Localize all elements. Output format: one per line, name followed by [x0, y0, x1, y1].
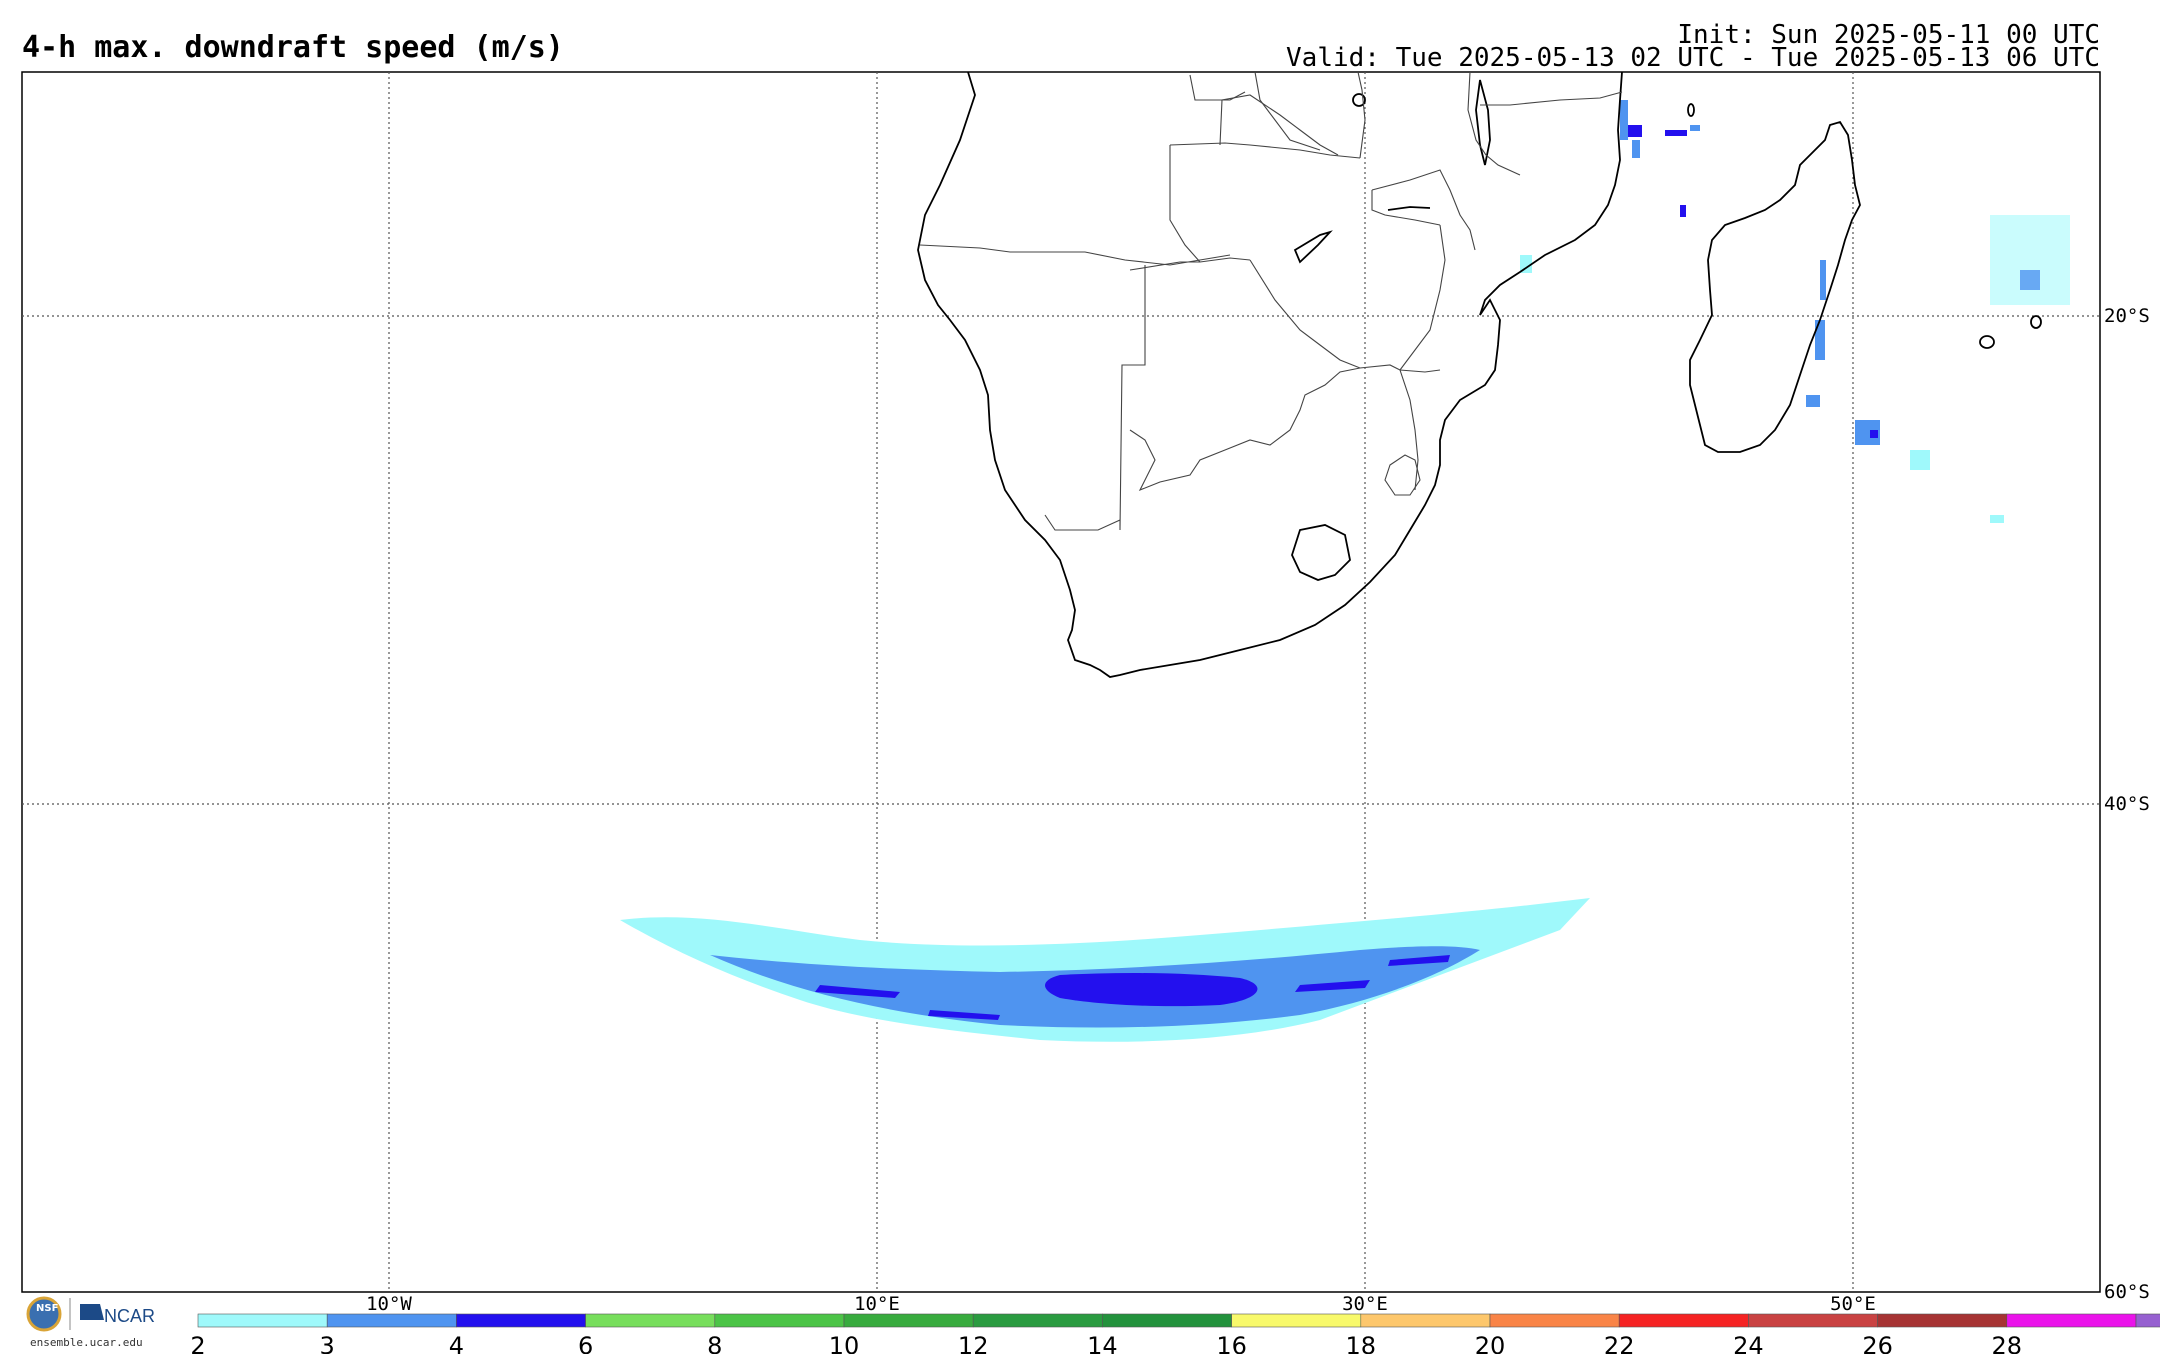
- colorbar-swatch: [326, 1313, 457, 1328]
- ncar-logo-text: NCAR: [104, 1306, 156, 1326]
- lat-label-20s: 20°S: [2104, 305, 2150, 327]
- nsf-logo-icon: [26, 1296, 62, 1332]
- downdraft-cells-ne: [1520, 100, 2070, 523]
- colorbar-swatch: [843, 1313, 974, 1328]
- colorbar-label: 14: [1087, 1332, 1118, 1354]
- colorbar-swatch: [1102, 1313, 1232, 1328]
- colorbar: 2 3 4 6 8 10 12 14 16 18 20 22 24 26 28: [190, 1313, 2160, 1354]
- colorbar-swatch: [972, 1313, 1103, 1328]
- colorbar-label: 8: [707, 1332, 722, 1354]
- colorbar-swatch: [2135, 1313, 2160, 1328]
- colorbar-label: 20: [1475, 1332, 1506, 1354]
- logo-url: ensemble.ucar.edu: [30, 1336, 143, 1349]
- coastlines: [917, 71, 2042, 678]
- colorbar-label: 3: [320, 1332, 335, 1354]
- madagascar-coast: [1689, 120, 1861, 453]
- colorbar-swatch: [1489, 1313, 1620, 1328]
- africa-coast: [917, 71, 1623, 678]
- colorbar-label: 4: [449, 1332, 464, 1354]
- colorbar-label: 28: [1992, 1332, 2023, 1354]
- country-borders: [919, 71, 1623, 531]
- colorbar-label: 16: [1216, 1332, 1247, 1354]
- colorbar-label: 26: [1862, 1332, 1893, 1354]
- downdraft-contour-4e: [928, 1010, 1000, 1020]
- colorbar-label: 18: [1346, 1332, 1377, 1354]
- map-frame: [21, 71, 2101, 1293]
- colorbar-swatch: [585, 1313, 716, 1328]
- colorbar-swatch: [1748, 1313, 1878, 1328]
- colorbar-label: 2: [190, 1332, 205, 1354]
- downdraft-contour-4d: [1388, 955, 1450, 966]
- lat-label-60s: 60°S: [2104, 1281, 2150, 1303]
- downdraft-band: [620, 898, 1590, 1042]
- colorbar-swatch: [1231, 1313, 1362, 1328]
- init-time: Init: Sun 2025-05-11 00 UTC: [1677, 20, 2100, 50]
- lon-label-30e: 30°E: [1342, 1293, 1388, 1315]
- lat-label-40s: 40°S: [2104, 793, 2150, 815]
- downdraft-contour-4: [1045, 973, 1258, 1007]
- ncar-logo-icon: [80, 1304, 104, 1320]
- valid-time: Valid: Tue 2025-05-13 02 UTC - Tue 2025-…: [1286, 43, 2100, 73]
- downdraft-contour-4b: [815, 985, 900, 998]
- colorbar-label: 10: [829, 1332, 860, 1354]
- colorbar-label: 12: [958, 1332, 989, 1354]
- colorbar-swatch: [1877, 1313, 2008, 1328]
- lon-label-10e: 10°E: [854, 1293, 900, 1315]
- downdraft-contour-4c: [1295, 980, 1370, 992]
- lon-label-10w: 10°W: [366, 1293, 412, 1315]
- map-title: 4-h max. downdraft speed (m/s): [22, 30, 564, 65]
- colorbar-swatch: [197, 1313, 328, 1328]
- colorbar-swatch: [456, 1313, 586, 1328]
- nsf-logo-text: NSF: [36, 1303, 59, 1314]
- colorbar-label: 22: [1604, 1332, 1635, 1354]
- colorbar-swatch: [714, 1313, 845, 1328]
- colorbar-swatch: [2006, 1313, 2137, 1328]
- colorbar-swatch: [1618, 1313, 1749, 1328]
- colorbar-label: 6: [578, 1332, 593, 1354]
- lesotho-border: [1291, 524, 1351, 581]
- graticule: [22, 72, 2100, 1292]
- colorbar-swatch: [1360, 1313, 1491, 1328]
- colorbar-label: 24: [1733, 1332, 1764, 1354]
- lon-label-50e: 50°E: [1830, 1293, 1876, 1315]
